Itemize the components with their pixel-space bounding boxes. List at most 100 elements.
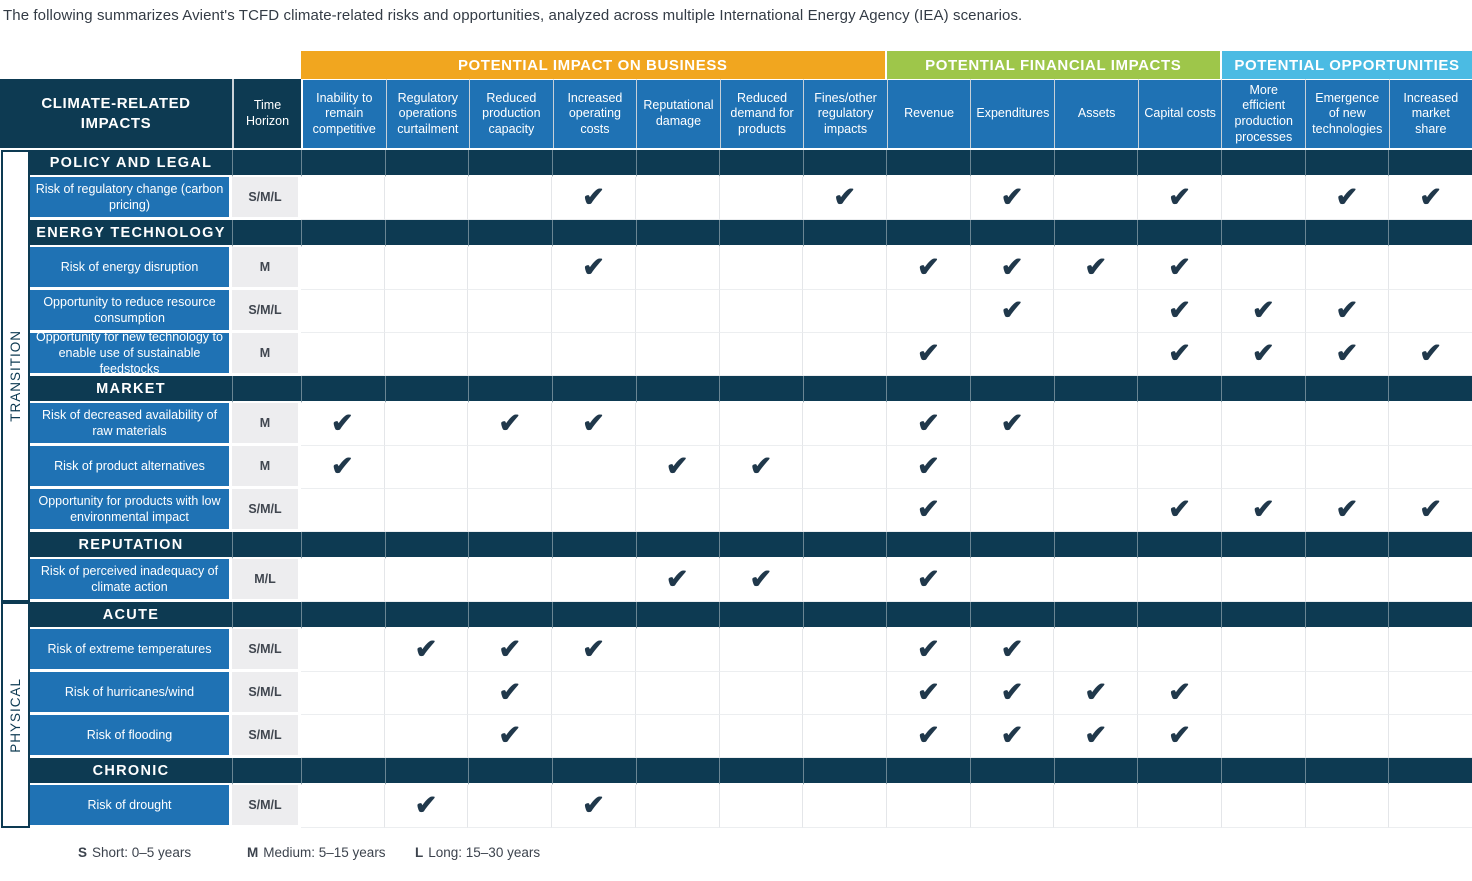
- row-label: Risk of extreme temperatures: [30, 629, 232, 672]
- section-cell: [1388, 532, 1472, 559]
- check-cell: [301, 715, 384, 758]
- check-cell: [1137, 559, 1221, 602]
- check-cell: [634, 403, 719, 446]
- section-cell: [719, 376, 803, 403]
- check-cell: ✔: [1388, 489, 1472, 532]
- check-cell: [1304, 403, 1389, 446]
- check-cell: ✔: [969, 672, 1054, 715]
- check-cell: [301, 290, 384, 333]
- check-cell: [301, 785, 384, 828]
- check-cell: [383, 489, 468, 532]
- check-cell: ✔: [634, 559, 719, 602]
- section-cell: [1304, 376, 1389, 403]
- check-cell: [301, 672, 384, 715]
- checkmark-icon: ✔: [498, 676, 522, 707]
- check-cell: [301, 489, 384, 532]
- section-cell: [886, 376, 971, 403]
- section-cell: [301, 220, 385, 247]
- time-horizon-cell: S/M/L: [232, 672, 301, 715]
- checkmark-icon: ✔: [917, 719, 940, 750]
- checkmark-icon: ✔: [1419, 181, 1443, 212]
- legend-text: Short: 0–5 years: [92, 845, 192, 860]
- column-group-header: POTENTIAL IMPACT ON BUSINESS: [301, 51, 885, 79]
- check-cell: [301, 629, 384, 672]
- section-header-row: MARKET: [0, 376, 1472, 403]
- check-cell: ✔: [1137, 290, 1221, 333]
- check-cell: [969, 559, 1054, 602]
- check-cell: ✔: [1137, 333, 1221, 376]
- section-cell: [635, 220, 720, 247]
- checkmark-icon: ✔: [665, 563, 689, 594]
- band-spacer: [0, 51, 301, 79]
- side-label-text: TRANSITION: [8, 330, 23, 422]
- check-cell: [1304, 715, 1389, 758]
- checkmark-icon: ✔: [1084, 719, 1108, 750]
- check-cell: ✔: [467, 715, 552, 758]
- check-cell: [551, 333, 635, 376]
- check-cell: [718, 715, 803, 758]
- check-cell: ✔: [467, 403, 552, 446]
- legend-item: L Long: 15–30 years: [415, 845, 540, 860]
- check-cell: [383, 403, 468, 446]
- check-cell: [802, 446, 887, 489]
- checkmark-icon: ✔: [665, 450, 689, 481]
- check-cell: [802, 672, 887, 715]
- check-cell: [467, 489, 552, 532]
- section-cell: [802, 602, 887, 629]
- risk-row: Opportunity to reduce resource consumpti…: [0, 290, 1472, 333]
- column-header-row: CLIMATE-RELATED IMPACTS Time Horizon Inabi…: [0, 79, 1472, 148]
- column-header: More efficient production processes: [1221, 79, 1305, 148]
- section-cell: [301, 376, 385, 403]
- check-cell: ✔: [551, 785, 635, 828]
- check-cell: [301, 559, 384, 602]
- check-cell: [383, 177, 468, 220]
- check-cell: [886, 290, 970, 333]
- check-cell: [802, 715, 887, 758]
- check-cell: [1304, 559, 1389, 602]
- check-cell: [802, 489, 887, 532]
- row-label: Opportunity for products with low enviro…: [30, 489, 232, 532]
- checkmark-icon: ✔: [917, 251, 940, 282]
- time-horizon-legend: S Short: 0–5 years M Medium: 5–15 years L Lon…: [0, 845, 1472, 860]
- section-cell: [970, 150, 1054, 177]
- check-cell: [718, 177, 803, 220]
- section-cell: [886, 758, 971, 785]
- checkmark-icon: ✔: [414, 633, 438, 664]
- check-cell: ✔: [886, 672, 970, 715]
- check-cell: [1053, 177, 1138, 220]
- checkmark-icon: ✔: [1168, 719, 1191, 750]
- side-label-text: PHYSICAL: [8, 677, 23, 753]
- check-cell: [1388, 785, 1472, 828]
- section-cell: [384, 376, 469, 403]
- check-cell: ✔: [1053, 672, 1138, 715]
- side-label-transition: TRANSITION: [1, 150, 30, 602]
- check-cell: ✔: [301, 403, 384, 446]
- time-horizon-cell: M: [232, 403, 301, 446]
- check-cell: [718, 489, 803, 532]
- check-cell: ✔: [1220, 333, 1305, 376]
- time-horizon-cell: S/M/L: [232, 489, 301, 532]
- check-cell: [551, 489, 635, 532]
- check-cell: ✔: [1137, 715, 1221, 758]
- section-cell: [1053, 376, 1138, 403]
- section-cell: [232, 602, 301, 629]
- section-cell: [635, 376, 720, 403]
- check-cell: [802, 629, 887, 672]
- check-cell: [301, 177, 384, 220]
- check-cell: ✔: [1304, 177, 1389, 220]
- column-header: Inability to remain competitive: [301, 79, 386, 148]
- side-label-physical: PHYSICAL: [1, 602, 30, 828]
- check-cell: ✔: [1388, 333, 1472, 376]
- check-cell: ✔: [1137, 247, 1221, 290]
- checkmark-icon: ✔: [917, 337, 940, 368]
- column-header: Reduced production capacity: [469, 79, 553, 148]
- row-label: Risk of energy disruption: [30, 247, 232, 290]
- check-cell: [1053, 785, 1138, 828]
- risk-row: Opportunity for new technology to enable…: [0, 330, 1472, 376]
- checkmark-icon: ✔: [1419, 493, 1443, 524]
- check-cell: ✔: [551, 177, 635, 220]
- section-cell: [719, 532, 803, 559]
- column-header: Assets: [1054, 79, 1138, 148]
- checkmark-icon: ✔: [1000, 294, 1024, 325]
- checkmark-icon: ✔: [1168, 337, 1191, 368]
